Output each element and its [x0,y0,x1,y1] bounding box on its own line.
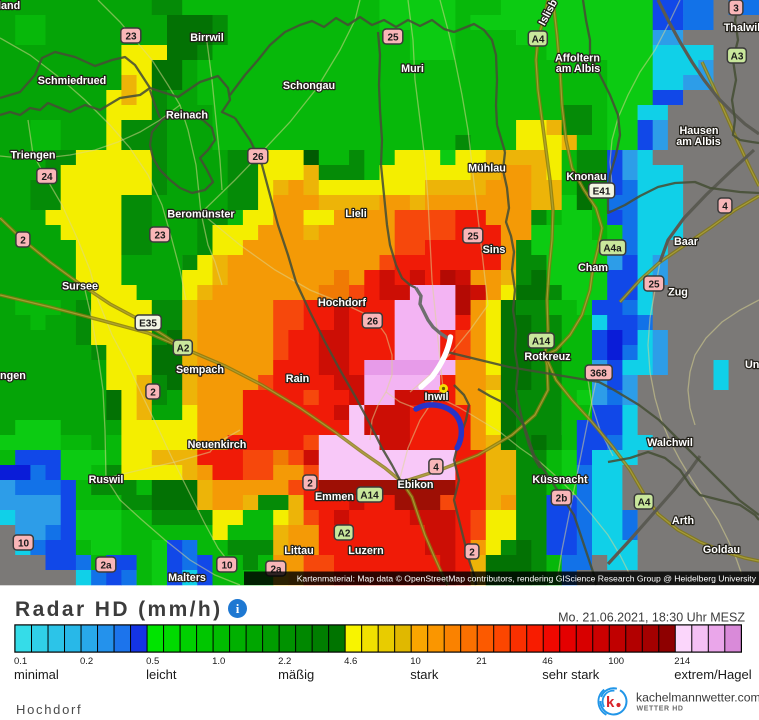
svg-text:23: 23 [154,230,166,241]
svg-text:Ruswil: Ruswil [89,474,124,486]
svg-text:Birrwil: Birrwil [190,32,224,44]
svg-text:sehr stark: sehr stark [542,667,600,682]
svg-text:Küssnacht: Küssnacht [532,474,588,486]
svg-text:26: 26 [367,316,379,327]
svg-text:Goldau: Goldau [703,544,740,556]
svg-text:2: 2 [469,547,475,558]
svg-text:ngen: ngen [0,370,26,382]
svg-text:2a: 2a [100,560,112,571]
svg-text:Arth: Arth [672,515,694,527]
svg-text:4: 4 [722,201,728,212]
svg-text:Inwil: Inwil [425,391,449,403]
svg-text:am Albis: am Albis [676,136,721,148]
svg-text:Mühlau: Mühlau [468,163,506,175]
svg-text:Baar: Baar [674,236,699,248]
svg-text:368: 368 [590,368,607,379]
svg-text:Triengen: Triengen [11,150,56,162]
svg-text:Knonau: Knonau [566,171,606,183]
svg-text:Rain: Rain [286,373,309,385]
svg-text:i: i [236,601,240,616]
svg-text:46: 46 [542,656,553,667]
svg-text:Walchwil: Walchwil [647,437,693,449]
svg-text:0.1: 0.1 [14,656,27,667]
svg-text:Radar HD (mm/h): Radar HD (mm/h) [15,598,223,621]
svg-text:Hochdorf: Hochdorf [318,297,366,309]
svg-text:A4a: A4a [603,243,622,254]
svg-text:Luzern: Luzern [348,545,383,557]
svg-text:25: 25 [648,279,660,290]
svg-text:Hausen: Hausen [679,125,718,137]
svg-text:extrem/Hagel: extrem/Hagel [674,667,751,682]
svg-text:Rotkreuz: Rotkreuz [524,351,571,363]
svg-text:E41: E41 [593,186,611,197]
svg-text:Kartenmaterial: Map data © Ope: Kartenmaterial: Map data © OpenStreetMap… [297,574,757,584]
svg-text:Neuenkirch: Neuenkirch [188,439,247,451]
svg-text:214: 214 [674,656,690,667]
svg-text:2b: 2b [556,493,568,504]
svg-text:A14: A14 [532,336,551,347]
svg-text:100: 100 [608,656,624,667]
svg-text:Schmiedrued: Schmiedrued [38,75,106,87]
svg-text:0.5: 0.5 [146,656,159,667]
svg-text:1.0: 1.0 [212,656,225,667]
svg-text:Mo. 21.06.2021, 18:30 Uhr MESZ: Mo. 21.06.2021, 18:30 Uhr MESZ [558,611,745,625]
svg-text:2: 2 [307,478,313,489]
svg-text:23: 23 [125,31,137,42]
svg-text:A4: A4 [532,34,545,45]
svg-text:2.2: 2.2 [278,656,291,667]
svg-text:Hochdorf: Hochdorf [16,702,82,717]
svg-text:Sins: Sins [483,244,506,256]
svg-text:A3: A3 [731,51,744,62]
svg-text:25: 25 [387,32,399,43]
svg-text:10: 10 [18,538,30,549]
svg-text:A2: A2 [338,528,351,539]
svg-text:4: 4 [433,462,439,473]
svg-text:21: 21 [476,656,487,667]
svg-text:Lieli: Lieli [345,208,367,220]
svg-text:am Albis: am Albis [556,63,601,75]
svg-text:minimal: minimal [14,667,59,682]
svg-text:A14: A14 [360,490,379,501]
svg-text:stark: stark [410,667,439,682]
svg-text:Reinach: Reinach [166,110,208,122]
svg-text:mäßig: mäßig [278,667,314,682]
svg-text:4.6: 4.6 [344,656,357,667]
svg-text:Littau: Littau [284,545,313,557]
svg-text:2: 2 [20,235,26,246]
svg-text:kachelmannwetter.com: kachelmannwetter.com [636,691,759,705]
svg-text:Thalwil: Thalwil [724,22,759,34]
svg-text:Muri: Muri [401,63,424,75]
svg-text:leicht: leicht [146,667,177,682]
svg-text:26: 26 [252,152,264,163]
svg-text:0.2: 0.2 [80,656,93,667]
svg-text:2a: 2a [270,564,282,575]
svg-text:2: 2 [150,387,156,398]
svg-text:Un: Un [745,359,759,371]
svg-text:land: land [0,0,20,12]
svg-text:24: 24 [41,172,53,183]
svg-text:Sursee: Sursee [62,281,98,293]
svg-text:A4: A4 [638,497,651,508]
svg-text:Affoltern: Affoltern [555,53,600,65]
svg-text:10: 10 [221,560,233,571]
svg-text:10: 10 [410,656,421,667]
svg-text:Emmen: Emmen [315,491,354,503]
svg-text:Zug: Zug [668,287,688,299]
svg-text:Schongau: Schongau [283,80,335,92]
svg-text:Ebikon: Ebikon [398,479,434,491]
svg-text:A2: A2 [177,343,190,354]
svg-text:WETTER HD: WETTER HD [637,706,684,713]
svg-text:Cham: Cham [578,262,608,274]
svg-text:Sempach: Sempach [176,364,224,376]
svg-text:3: 3 [733,3,739,14]
svg-text:Malters: Malters [168,572,206,584]
svg-text:E35: E35 [139,318,157,329]
svg-text:25: 25 [467,231,479,242]
svg-text:k: k [606,694,615,711]
svg-text:Beromünster: Beromünster [167,209,235,221]
